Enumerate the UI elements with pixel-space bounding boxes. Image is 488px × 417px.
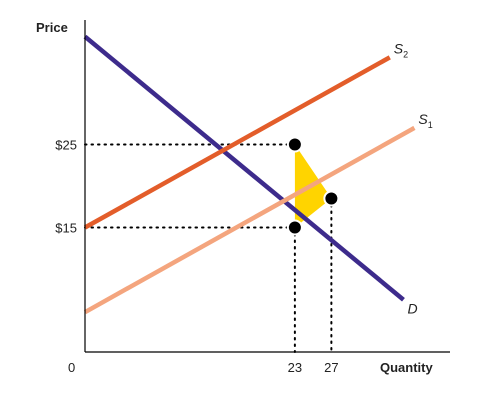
curve-label-s1: S1 xyxy=(418,111,432,130)
curve-d xyxy=(83,34,405,302)
equilibrium-point xyxy=(323,190,340,207)
curve-label-s2: S2 xyxy=(394,40,408,59)
curve-s1 xyxy=(83,125,416,315)
x-tick-label: 27 xyxy=(324,360,338,375)
origin-label: 0 xyxy=(68,360,75,375)
y-tick-label: $25 xyxy=(55,138,77,153)
equilibrium-point xyxy=(286,219,303,236)
curve-s2 xyxy=(83,55,391,230)
x-axis-title: Quantity xyxy=(380,360,433,375)
equilibrium-point xyxy=(286,136,303,153)
x-tick-label: 23 xyxy=(288,360,302,375)
y-tick-label: $15 xyxy=(55,221,77,236)
curve-label-d: D xyxy=(407,301,417,317)
y-axis-title: Price xyxy=(36,20,68,35)
